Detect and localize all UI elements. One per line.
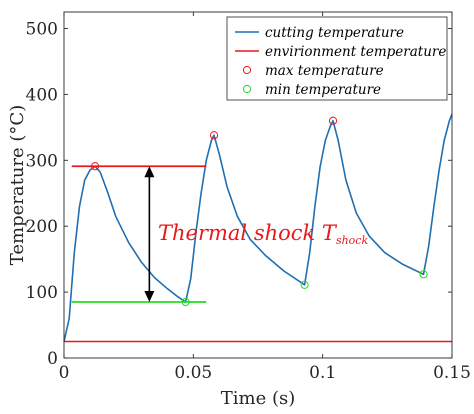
x-axis-label: Time (s) [221,388,296,409]
thermal-shock-label: Thermal shock Tshock [158,221,368,247]
y-tick-label: 200 [26,217,58,237]
y-tick-label: 300 [26,151,58,171]
annotation-layer [71,165,207,303]
plot-frame [63,11,453,359]
y-tick-label: 0 [47,349,58,369]
x-tick-label: 0 [59,363,70,383]
max-point-1 [209,131,219,140]
y-axis-label: Temperature (°C) [7,105,28,265]
x-tick-label: 0.1 [309,363,336,383]
y-tick-label: 100 [26,283,58,303]
axes-layer [63,11,453,359]
thermal-shock-arrow-head-bottom [144,290,155,302]
legend-box [226,16,448,101]
legend-label-3: min temperature [265,82,381,98]
thermal-shock-text: Thermal shock Tshock [158,221,368,247]
max-point-2 [328,116,338,125]
x-tick-label: 0.15 [433,363,471,383]
legend-swatch-3 [242,84,252,94]
legend: cutting temperature envirionment temperat… [226,16,448,101]
thermal-shock-arrow-head-top [144,166,155,178]
tick-labels: 0 0.05 0.1 0.15 0 100 200 300 400 500 [26,19,471,383]
thermal-shock-main: Thermal shock T [158,221,338,245]
max-point-0 [90,162,100,171]
thermal-shock-subscript: shock [336,234,369,247]
x-tick-label: 0.05 [174,363,212,383]
markers-layer [90,116,428,307]
series-line-0 [63,113,453,342]
min-point-0 [181,297,190,307]
legend-label-1: envirionment temperature [265,44,446,60]
y-tick-label: 400 [26,85,58,105]
series-layer [63,113,453,343]
min-point-2 [419,270,428,279]
legend-label-2: max temperature [265,63,384,79]
legend-label-0: cutting temperature [265,25,404,41]
legend-swatch-2 [242,65,252,75]
min-point-1 [300,280,309,289]
y-tick-label: 500 [26,19,58,39]
